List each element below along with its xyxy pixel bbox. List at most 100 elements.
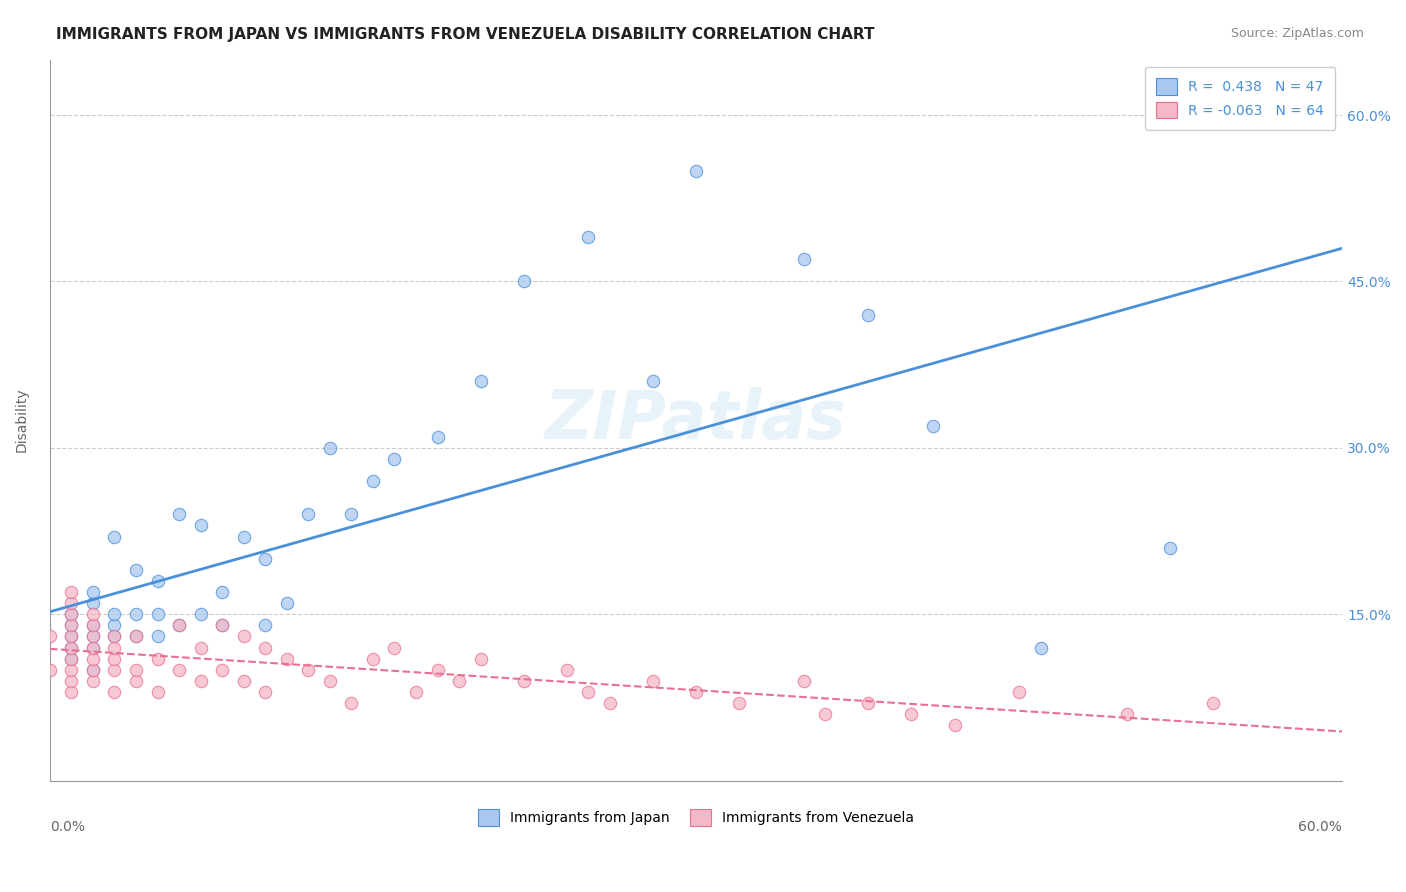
Point bbox=[254, 618, 277, 632]
Point bbox=[167, 663, 190, 677]
Point bbox=[685, 685, 707, 699]
Point bbox=[146, 685, 169, 699]
Point bbox=[82, 629, 104, 643]
Point bbox=[60, 629, 83, 643]
Point bbox=[254, 640, 277, 655]
Point bbox=[276, 596, 298, 610]
Point bbox=[426, 430, 449, 444]
Point bbox=[793, 673, 815, 688]
Point bbox=[232, 629, 254, 643]
Point bbox=[60, 685, 83, 699]
Point bbox=[297, 663, 319, 677]
Point bbox=[297, 508, 319, 522]
Point bbox=[82, 607, 104, 622]
Point bbox=[146, 607, 169, 622]
Point bbox=[211, 618, 233, 632]
Point bbox=[60, 585, 83, 599]
Point bbox=[146, 651, 169, 665]
Point bbox=[60, 629, 83, 643]
Point bbox=[232, 530, 254, 544]
Point bbox=[340, 696, 363, 710]
Point bbox=[319, 441, 342, 455]
Point bbox=[211, 663, 233, 677]
Point bbox=[555, 663, 578, 677]
Point bbox=[470, 651, 492, 665]
Point bbox=[361, 651, 384, 665]
Point bbox=[60, 673, 83, 688]
Point bbox=[922, 418, 945, 433]
Point bbox=[1008, 685, 1031, 699]
Legend: Immigrants from Japan, Immigrants from Venezuela: Immigrants from Japan, Immigrants from V… bbox=[472, 804, 920, 831]
Point bbox=[384, 640, 406, 655]
Point bbox=[254, 551, 277, 566]
Point bbox=[276, 651, 298, 665]
Point bbox=[190, 607, 212, 622]
Point bbox=[103, 685, 125, 699]
Point bbox=[125, 629, 148, 643]
Point bbox=[576, 685, 599, 699]
Point bbox=[858, 308, 880, 322]
Point bbox=[167, 618, 190, 632]
Point bbox=[82, 673, 104, 688]
Point bbox=[125, 563, 148, 577]
Point bbox=[103, 607, 125, 622]
Point bbox=[38, 663, 60, 677]
Point bbox=[82, 663, 104, 677]
Point bbox=[190, 640, 212, 655]
Point bbox=[82, 640, 104, 655]
Point bbox=[60, 663, 83, 677]
Point bbox=[103, 629, 125, 643]
Point bbox=[103, 663, 125, 677]
Point bbox=[384, 452, 406, 467]
Point bbox=[211, 585, 233, 599]
Point bbox=[449, 673, 471, 688]
Point bbox=[943, 718, 966, 732]
Point bbox=[232, 673, 254, 688]
Point bbox=[60, 651, 83, 665]
Point bbox=[576, 230, 599, 244]
Point bbox=[167, 618, 190, 632]
Point bbox=[60, 618, 83, 632]
Point bbox=[103, 651, 125, 665]
Point bbox=[793, 252, 815, 267]
Point bbox=[1115, 707, 1137, 722]
Point bbox=[319, 673, 342, 688]
Point bbox=[82, 585, 104, 599]
Y-axis label: Disability: Disability bbox=[15, 388, 30, 452]
Point bbox=[599, 696, 621, 710]
Point bbox=[125, 673, 148, 688]
Point bbox=[361, 474, 384, 488]
Point bbox=[125, 607, 148, 622]
Point bbox=[190, 518, 212, 533]
Point bbox=[470, 374, 492, 388]
Point bbox=[728, 696, 751, 710]
Point bbox=[512, 275, 534, 289]
Point bbox=[82, 640, 104, 655]
Point bbox=[82, 663, 104, 677]
Point bbox=[82, 596, 104, 610]
Point bbox=[340, 508, 363, 522]
Point bbox=[1029, 640, 1052, 655]
Text: ZIPatlas: ZIPatlas bbox=[546, 387, 846, 453]
Point bbox=[125, 629, 148, 643]
Point bbox=[103, 629, 125, 643]
Point bbox=[146, 574, 169, 588]
Point bbox=[60, 607, 83, 622]
Point bbox=[60, 607, 83, 622]
Text: 60.0%: 60.0% bbox=[1298, 821, 1343, 834]
Point bbox=[103, 640, 125, 655]
Point bbox=[60, 596, 83, 610]
Point bbox=[82, 618, 104, 632]
Point bbox=[167, 508, 190, 522]
Point bbox=[512, 673, 534, 688]
Point bbox=[211, 618, 233, 632]
Point bbox=[60, 618, 83, 632]
Point bbox=[814, 707, 837, 722]
Point bbox=[190, 673, 212, 688]
Point bbox=[426, 663, 449, 677]
Text: Source: ZipAtlas.com: Source: ZipAtlas.com bbox=[1230, 27, 1364, 40]
Point bbox=[685, 163, 707, 178]
Point bbox=[103, 530, 125, 544]
Text: IMMIGRANTS FROM JAPAN VS IMMIGRANTS FROM VENEZUELA DISABILITY CORRELATION CHART: IMMIGRANTS FROM JAPAN VS IMMIGRANTS FROM… bbox=[56, 27, 875, 42]
Text: 0.0%: 0.0% bbox=[49, 821, 84, 834]
